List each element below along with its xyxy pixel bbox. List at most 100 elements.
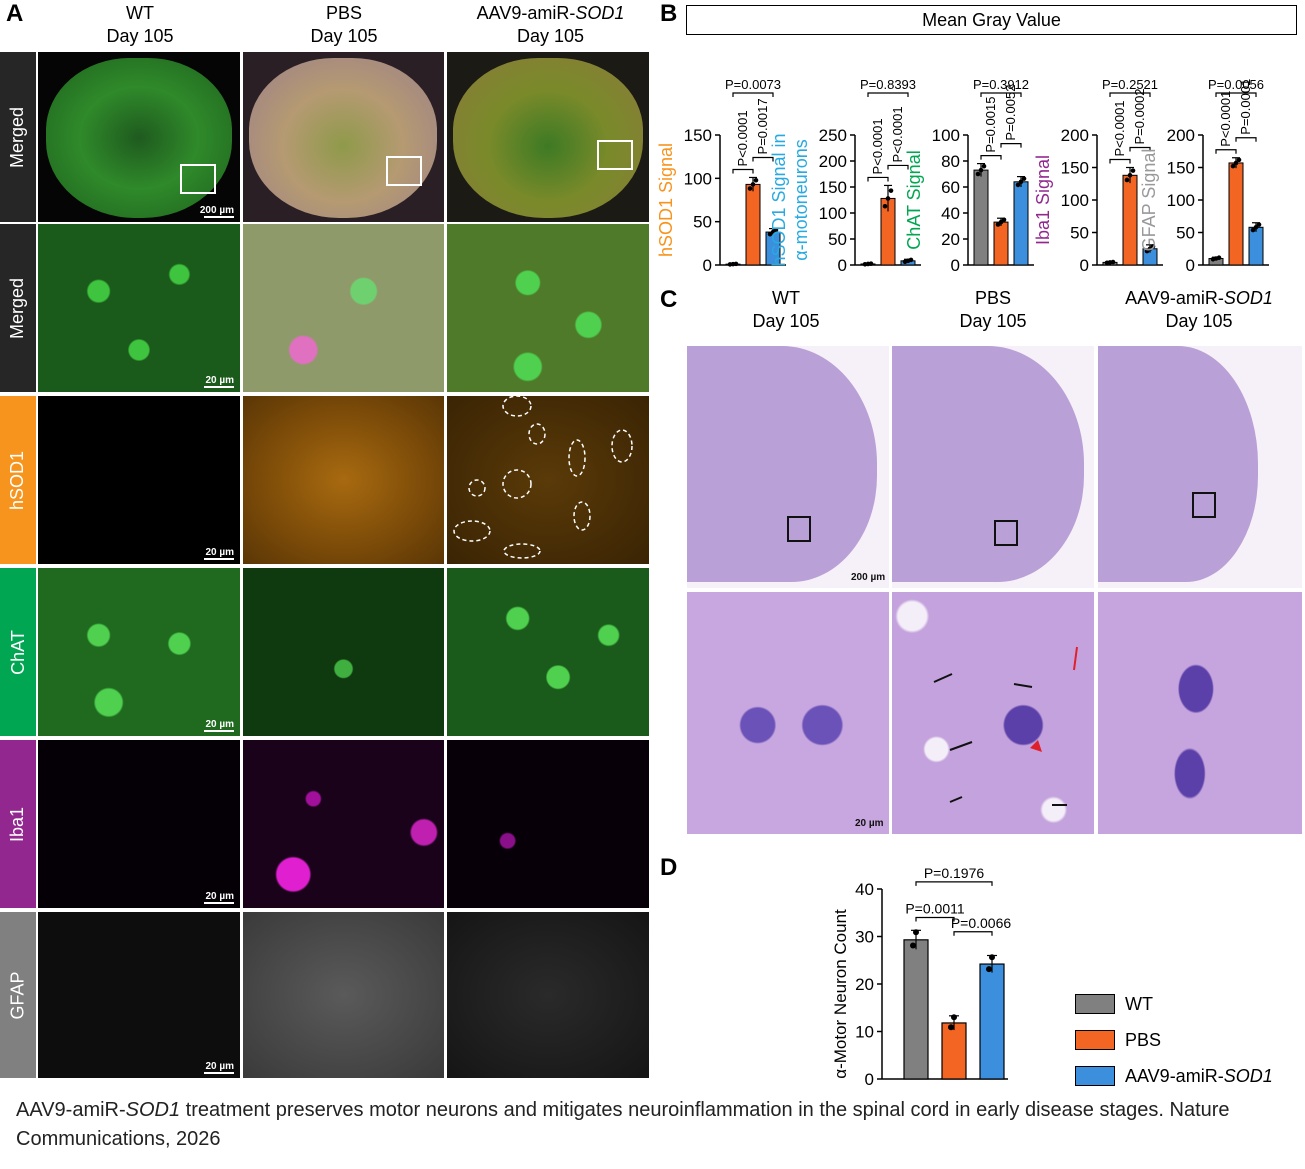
p-value-label: P=0.0002 — [1132, 88, 1147, 144]
sig-bracket — [1235, 137, 1257, 142]
micrograph-hsod1-aav — [447, 396, 649, 564]
data-point — [986, 966, 992, 973]
data-point — [1250, 227, 1256, 233]
p-value-label: P=0.0056 — [1208, 77, 1264, 92]
micrograph-merged-overview-pbs — [243, 52, 444, 222]
bar — [1122, 174, 1138, 266]
sig-bracket — [915, 916, 955, 922]
data-point — [888, 188, 894, 193]
data-point — [1001, 217, 1007, 223]
bar — [979, 963, 1005, 1080]
y-axis-label: ChAT Signal — [904, 150, 924, 249]
data-point — [1015, 182, 1021, 188]
y-tick-label: 0 — [865, 1070, 874, 1089]
he-overview-wt: 200 µm — [687, 346, 889, 588]
y-axis-label: hSOD1 Signal in — [769, 133, 789, 266]
y-tick-label: 200 — [1061, 126, 1089, 145]
legend-swatch-pbs — [1075, 1030, 1115, 1050]
y-tick-label: 30 — [855, 928, 874, 947]
panel-b-bar-charts: 0 50 100 150 hSOD1 Signal P<0.0001 P=0.0017 P=0… — [656, 77, 1269, 275]
row-label-iba1: Iba1 — [0, 740, 36, 908]
p-value-label: P<0.0001 — [735, 110, 750, 166]
data-point — [1021, 176, 1027, 181]
sig-bracket — [867, 176, 889, 182]
panel-c-column-header-aav: AAV9-amiR-SOD1 Day 105 — [1125, 288, 1273, 331]
sig-bracket — [732, 92, 774, 97]
p-value-label: P=0.8393 — [860, 77, 916, 92]
he-zoom-wt: 20 µm — [687, 592, 889, 834]
data-point — [1236, 157, 1242, 163]
bar — [745, 183, 761, 266]
panel-a-column-header-aav: AAV9-amiR-SOD1 Day 105 — [476, 3, 625, 46]
y-tick-label: 100 — [932, 126, 960, 145]
panel-a-column-header-pbs: PBS Day 105 — [310, 3, 378, 46]
panel-c-column-header-pbs: PBS Day 105 — [959, 288, 1027, 331]
he-zoom-pbs — [892, 592, 1094, 834]
y-axis-label: α-Motor Neuron Count — [831, 909, 850, 1079]
p-value-label: P=0.0001 — [1238, 79, 1253, 135]
data-point — [910, 942, 916, 949]
sig-bracket — [915, 881, 993, 886]
y-tick-label: 200 — [819, 152, 847, 171]
vacuole-arrows — [933, 646, 1078, 806]
sig-bracket — [1215, 92, 1257, 97]
y-tick-label: 60 — [941, 178, 960, 197]
bar — [1248, 226, 1264, 266]
data-point — [981, 163, 987, 169]
bar — [941, 1022, 967, 1080]
legend: WT PBS AAV9-amiR-SOD1 — [1075, 986, 1273, 1094]
y-tick-label: 0 — [1186, 256, 1195, 275]
data-point — [753, 177, 759, 183]
micrograph-chat-wt: 20 µm — [38, 568, 240, 736]
y-tick-label: 100 — [819, 204, 847, 223]
micrograph-chat-aav — [447, 568, 649, 736]
y-axis-label: hSOD1 Signal — [656, 143, 676, 257]
y-tick-label: 100 — [684, 169, 712, 188]
y-tick-label: 10 — [855, 1023, 874, 1042]
micrograph-merged-overview-wt: 200 µm — [38, 52, 240, 222]
legend-item-pbs: PBS — [1075, 1022, 1273, 1058]
sig-bracket — [867, 92, 909, 97]
micrograph-merged-zoom-pbs — [243, 224, 444, 392]
he-overview-aav — [1098, 346, 1302, 588]
data-point — [1018, 179, 1024, 185]
cell-outline-overlay — [453, 396, 633, 559]
data-point — [1233, 160, 1239, 166]
y-tick-label: 150 — [684, 126, 712, 145]
sig-bracket — [980, 92, 1022, 97]
y-tick-label: 150 — [819, 178, 847, 197]
bar-chart-1: 0 50 100 150 200 250 hSOD1 Signal in α-motoneur… — [769, 77, 921, 275]
y-tick-label: 20 — [941, 230, 960, 249]
row-label-merged-zoom: Merged — [0, 224, 36, 392]
p-value-label: P=0.0073 — [725, 77, 781, 92]
p-value-label: P=0.0015 — [983, 97, 998, 153]
data-point — [1216, 255, 1222, 261]
data-point — [948, 1024, 954, 1031]
bar — [973, 169, 989, 266]
legend-swatch-aav — [1075, 1066, 1115, 1086]
y-tick-label: 0 — [951, 256, 960, 275]
figure-caption: AAV9-amiR-SOD1 treatment preserves motor… — [16, 1099, 1230, 1150]
y-tick-label: 200 — [1167, 126, 1195, 145]
micrograph-hsod1-pbs — [243, 396, 444, 564]
y-tick-label: 50 — [1070, 224, 1089, 243]
data-point — [908, 257, 914, 263]
data-point — [1256, 222, 1262, 227]
y-axis-label-line2: α-motoneurons — [791, 139, 811, 260]
p-value-label: P=0.0017 — [755, 98, 770, 154]
data-point — [1127, 173, 1133, 178]
sig-bracket — [1129, 146, 1151, 152]
bar — [903, 939, 929, 1080]
he-zoom-aav — [1098, 592, 1302, 834]
sig-bracket — [752, 156, 774, 162]
sig-bracket — [887, 164, 909, 170]
micrograph-merged-overview-aav — [447, 52, 649, 222]
sig-bracket — [1215, 149, 1237, 154]
sig-bracket — [953, 931, 993, 936]
data-point — [885, 196, 891, 201]
p-value-label: P<0.0001 — [870, 118, 885, 174]
p-value-label: P=0.0011 — [905, 901, 965, 917]
bar-chart-0: 0 50 100 150 hSOD1 Signal P<0.0001 P=0.0017 P=0… — [656, 77, 786, 275]
y-tick-label: 40 — [855, 880, 874, 899]
